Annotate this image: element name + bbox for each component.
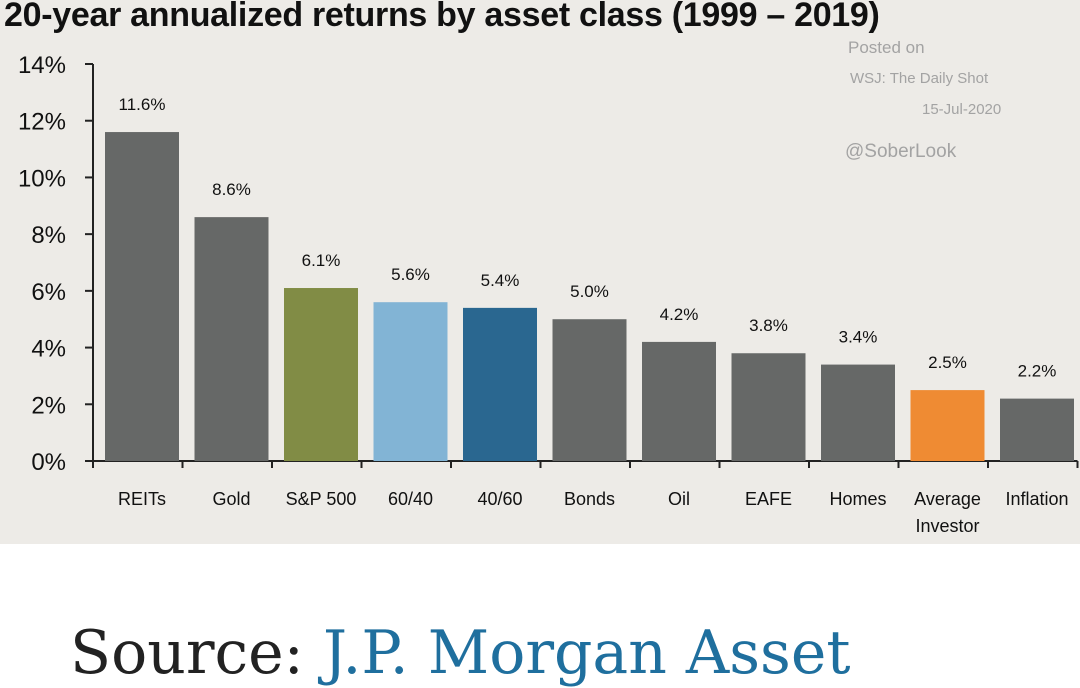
x-tick-label: Average Investor <box>914 489 981 536</box>
data-label: 3.8% <box>749 316 788 335</box>
data-label: 5.6% <box>391 265 430 284</box>
x-tick-label: REITs <box>118 489 166 509</box>
data-label: 6.1% <box>302 251 341 270</box>
y-tick-label: 4% <box>31 336 66 363</box>
data-label: 3.4% <box>839 328 878 347</box>
bar <box>373 302 448 461</box>
x-tick-label: EAFE <box>745 489 792 509</box>
bar <box>731 353 806 461</box>
bar <box>821 364 895 461</box>
y-tick-label: 12% <box>18 109 66 136</box>
chart-title: 20-year annualized returns by asset clas… <box>4 0 880 34</box>
bar-series <box>105 132 1074 462</box>
data-label: 5.0% <box>570 282 609 301</box>
bar <box>642 341 716 461</box>
handle-note: @SoberLook <box>845 141 957 162</box>
posted-on-note: Posted on <box>848 38 925 57</box>
bar <box>284 288 358 461</box>
bar <box>910 390 985 461</box>
data-label: 2.5% <box>928 353 967 372</box>
y-tick-label: 0% <box>31 449 66 476</box>
source-note: WSJ: The Daily Shot <box>850 70 989 87</box>
data-labels: 11.6% 8.6% 6.1% 5.6% 5.4% 5.0% 4.2% 3.8% 3.4% 2.5… <box>119 95 1057 381</box>
x-tick-label: 40/60 <box>477 489 522 509</box>
source-label: Source: <box>70 618 323 688</box>
x-tick-label: Inflation <box>1005 489 1068 509</box>
data-label: 2.2% <box>1018 362 1057 381</box>
bar <box>552 319 627 461</box>
x-tick-label: Gold <box>212 489 250 509</box>
bar <box>1000 398 1074 461</box>
data-label: 4.2% <box>660 305 699 324</box>
y-axis: 0% 2% 4% 6% 8% 10% 12% 14% <box>18 52 1079 476</box>
source-link[interactable]: J.P. Morgan Asset <box>322 618 851 688</box>
data-label: 8.6% <box>212 180 251 199</box>
y-tick-label: 10% <box>18 165 66 192</box>
data-label: 11.6% <box>119 95 166 114</box>
source-line: Source: J.P. Morgan Asset <box>70 618 850 688</box>
x-tick-label: S&P 500 <box>286 489 357 509</box>
bar <box>463 307 537 461</box>
y-tick-label: 14% <box>18 52 66 79</box>
x-axis-labels: REITs Gold S&P 500 60/40 40/60 Bonds Oil EAFE Ho… <box>118 489 1069 536</box>
bar <box>194 217 269 461</box>
y-tick-label: 2% <box>31 392 66 419</box>
data-label: 5.4% <box>481 271 520 290</box>
x-tick-label: Bonds <box>564 489 615 509</box>
x-tick-label: 60/40 <box>388 489 433 509</box>
chart-panel: 0% 2% 4% 6% 8% 10% 12% 14% 11.6% 8.6% 6.1% 5.6% 5.4… <box>0 0 1080 544</box>
bar-chart: 0% 2% 4% 6% 8% 10% 12% 14% 11.6% 8.6% 6.1% 5.6% 5.4… <box>18 52 1079 536</box>
bar <box>105 132 179 462</box>
date-note: 15-Jul-2020 <box>922 101 1002 118</box>
y-tick-label: 8% <box>31 222 66 249</box>
x-tick-label: Homes <box>829 489 886 509</box>
y-tick-label: 6% <box>31 279 66 306</box>
x-tick-label: Oil <box>668 489 690 509</box>
